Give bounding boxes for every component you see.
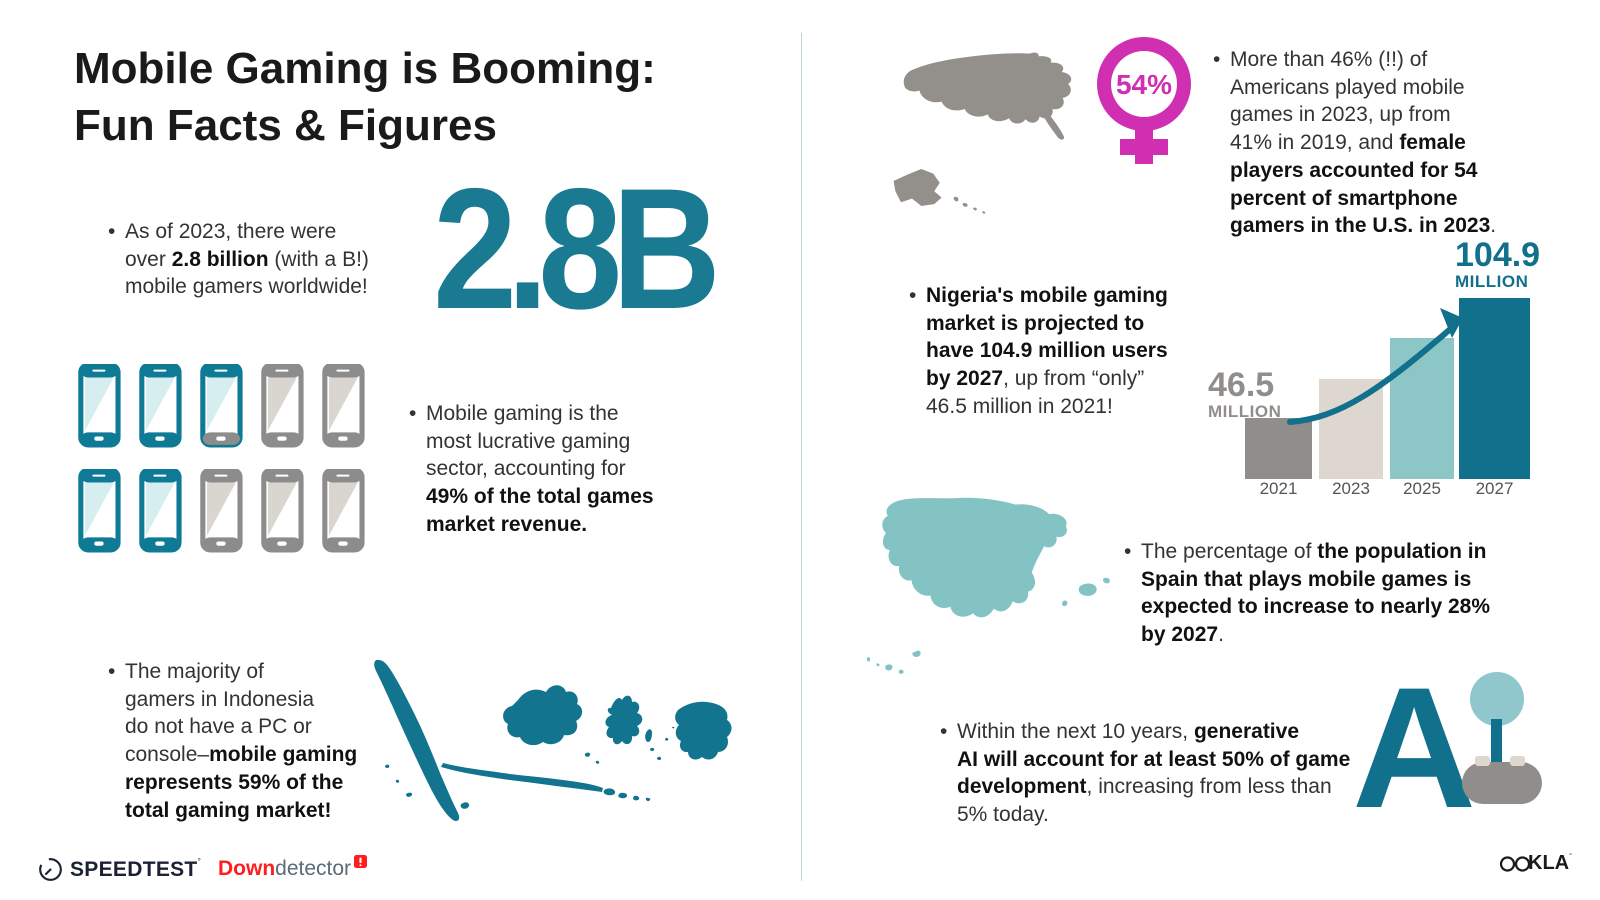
- svg-text:54%: 54%: [1116, 69, 1172, 100]
